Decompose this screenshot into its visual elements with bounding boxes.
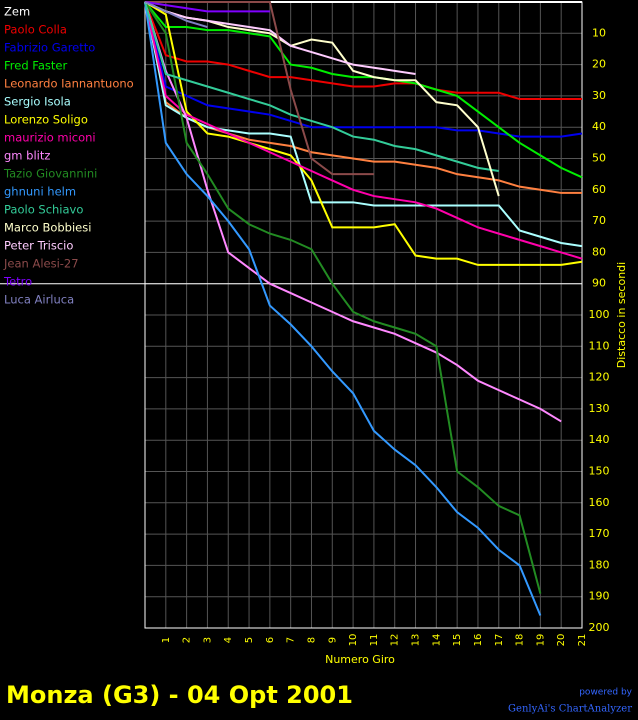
x-tick-label: 18 [515,634,526,647]
series-line [144,1,582,101]
series-line [144,1,499,173]
y-tick-label: 150 [589,465,610,478]
y-tick-label: 70 [592,214,606,227]
legend-entry: Lorenzo Soligo [4,113,88,127]
y-tick-label: 60 [592,183,606,196]
series-line [144,1,208,28]
y-tick-label: 180 [589,558,610,571]
legend-entry: Paolo Colla [4,23,67,37]
y-tick-label: 140 [589,433,610,446]
y-axis-label: Distacco in secondi [615,262,628,368]
y-tick-label: 40 [592,120,606,133]
legend-entry: Paolo Schiavo [4,203,83,217]
y-tick-label: 20 [592,58,606,71]
legend-entry: Leonardo Iannantuono [4,77,134,91]
x-tick-label: 7 [286,637,297,643]
x-tick-label: 13 [411,634,422,647]
y-tick-label: 190 [589,590,610,603]
y-tick-label: 10 [592,26,606,39]
y-tick-label: 50 [592,152,606,165]
legend-entry: Luca Airluca [4,293,74,307]
series-line [144,1,270,13]
credit: GenlyAi's ChartAnalyzer [508,704,632,715]
x-tick-label: 2 [182,637,193,643]
y-tick-label: 110 [589,339,610,352]
series-line [144,1,583,179]
y-tick-label: 30 [592,89,606,102]
x-tick-label: 21 [577,634,588,647]
legend-entry: ghnuni helm [4,185,76,199]
series-line [144,1,562,423]
x-tick-label: 5 [244,637,255,643]
x-tick-label: 8 [306,637,317,643]
legend-entry: Peter Triscio [4,239,73,253]
legend-entry: Tetro [3,275,32,289]
legend-entry: Jean Alesi-27 [3,257,79,271]
y-tick-label: 100 [589,308,610,321]
y-tick-label: 130 [589,402,610,415]
legend-entry: Sergio Isola [4,95,71,109]
x-tick-label: 19 [535,634,546,647]
legend-entry: Marco Bobbiesi [4,221,91,235]
x-tick-label: 9 [327,637,338,643]
y-tick-label: 90 [592,277,606,290]
series-line [144,1,583,248]
x-tick-label: 11 [369,634,380,647]
legend-entry: maurizio miconi [4,131,96,145]
chart-title: Monza (G3) - 04 Opt 2001 [6,681,353,709]
series-line [145,1,374,176]
x-tick-label: 20 [556,634,567,647]
x-tick-label: 1 [161,637,172,643]
x-tick-label: 17 [494,634,505,647]
x-axis-label: Numero Giro [325,653,395,666]
series-line [144,1,416,75]
x-tick-label: 16 [473,634,484,647]
series-line [144,1,582,194]
series-line [144,1,583,260]
x-tick-label: 3 [202,637,213,643]
y-tick-label: 120 [589,371,610,384]
x-tick-label: 12 [390,634,401,647]
x-tick-label: 14 [431,634,442,647]
legend-entry: Tazio Giovannini [3,167,97,181]
legend-entry: gm blitz [4,149,50,163]
x-tick-label: 10 [348,634,359,647]
series-line [144,1,542,594]
y-tick-label: 80 [592,245,606,258]
y-tick-label: 200 [589,621,610,634]
series-line [144,1,542,616]
x-tick-label: 4 [223,637,234,643]
legend-entry: Zem [4,5,30,19]
x-tick-label: 15 [452,634,463,647]
y-tick-label: 160 [589,496,610,509]
series-line [144,1,583,266]
legend-entry: Fabrizio Garetto [4,41,95,55]
y-tick-label: 170 [589,527,610,540]
credit: powered by [579,688,632,698]
legend-entry: Fred Faster [4,59,67,73]
x-tick-label: 6 [265,637,276,643]
